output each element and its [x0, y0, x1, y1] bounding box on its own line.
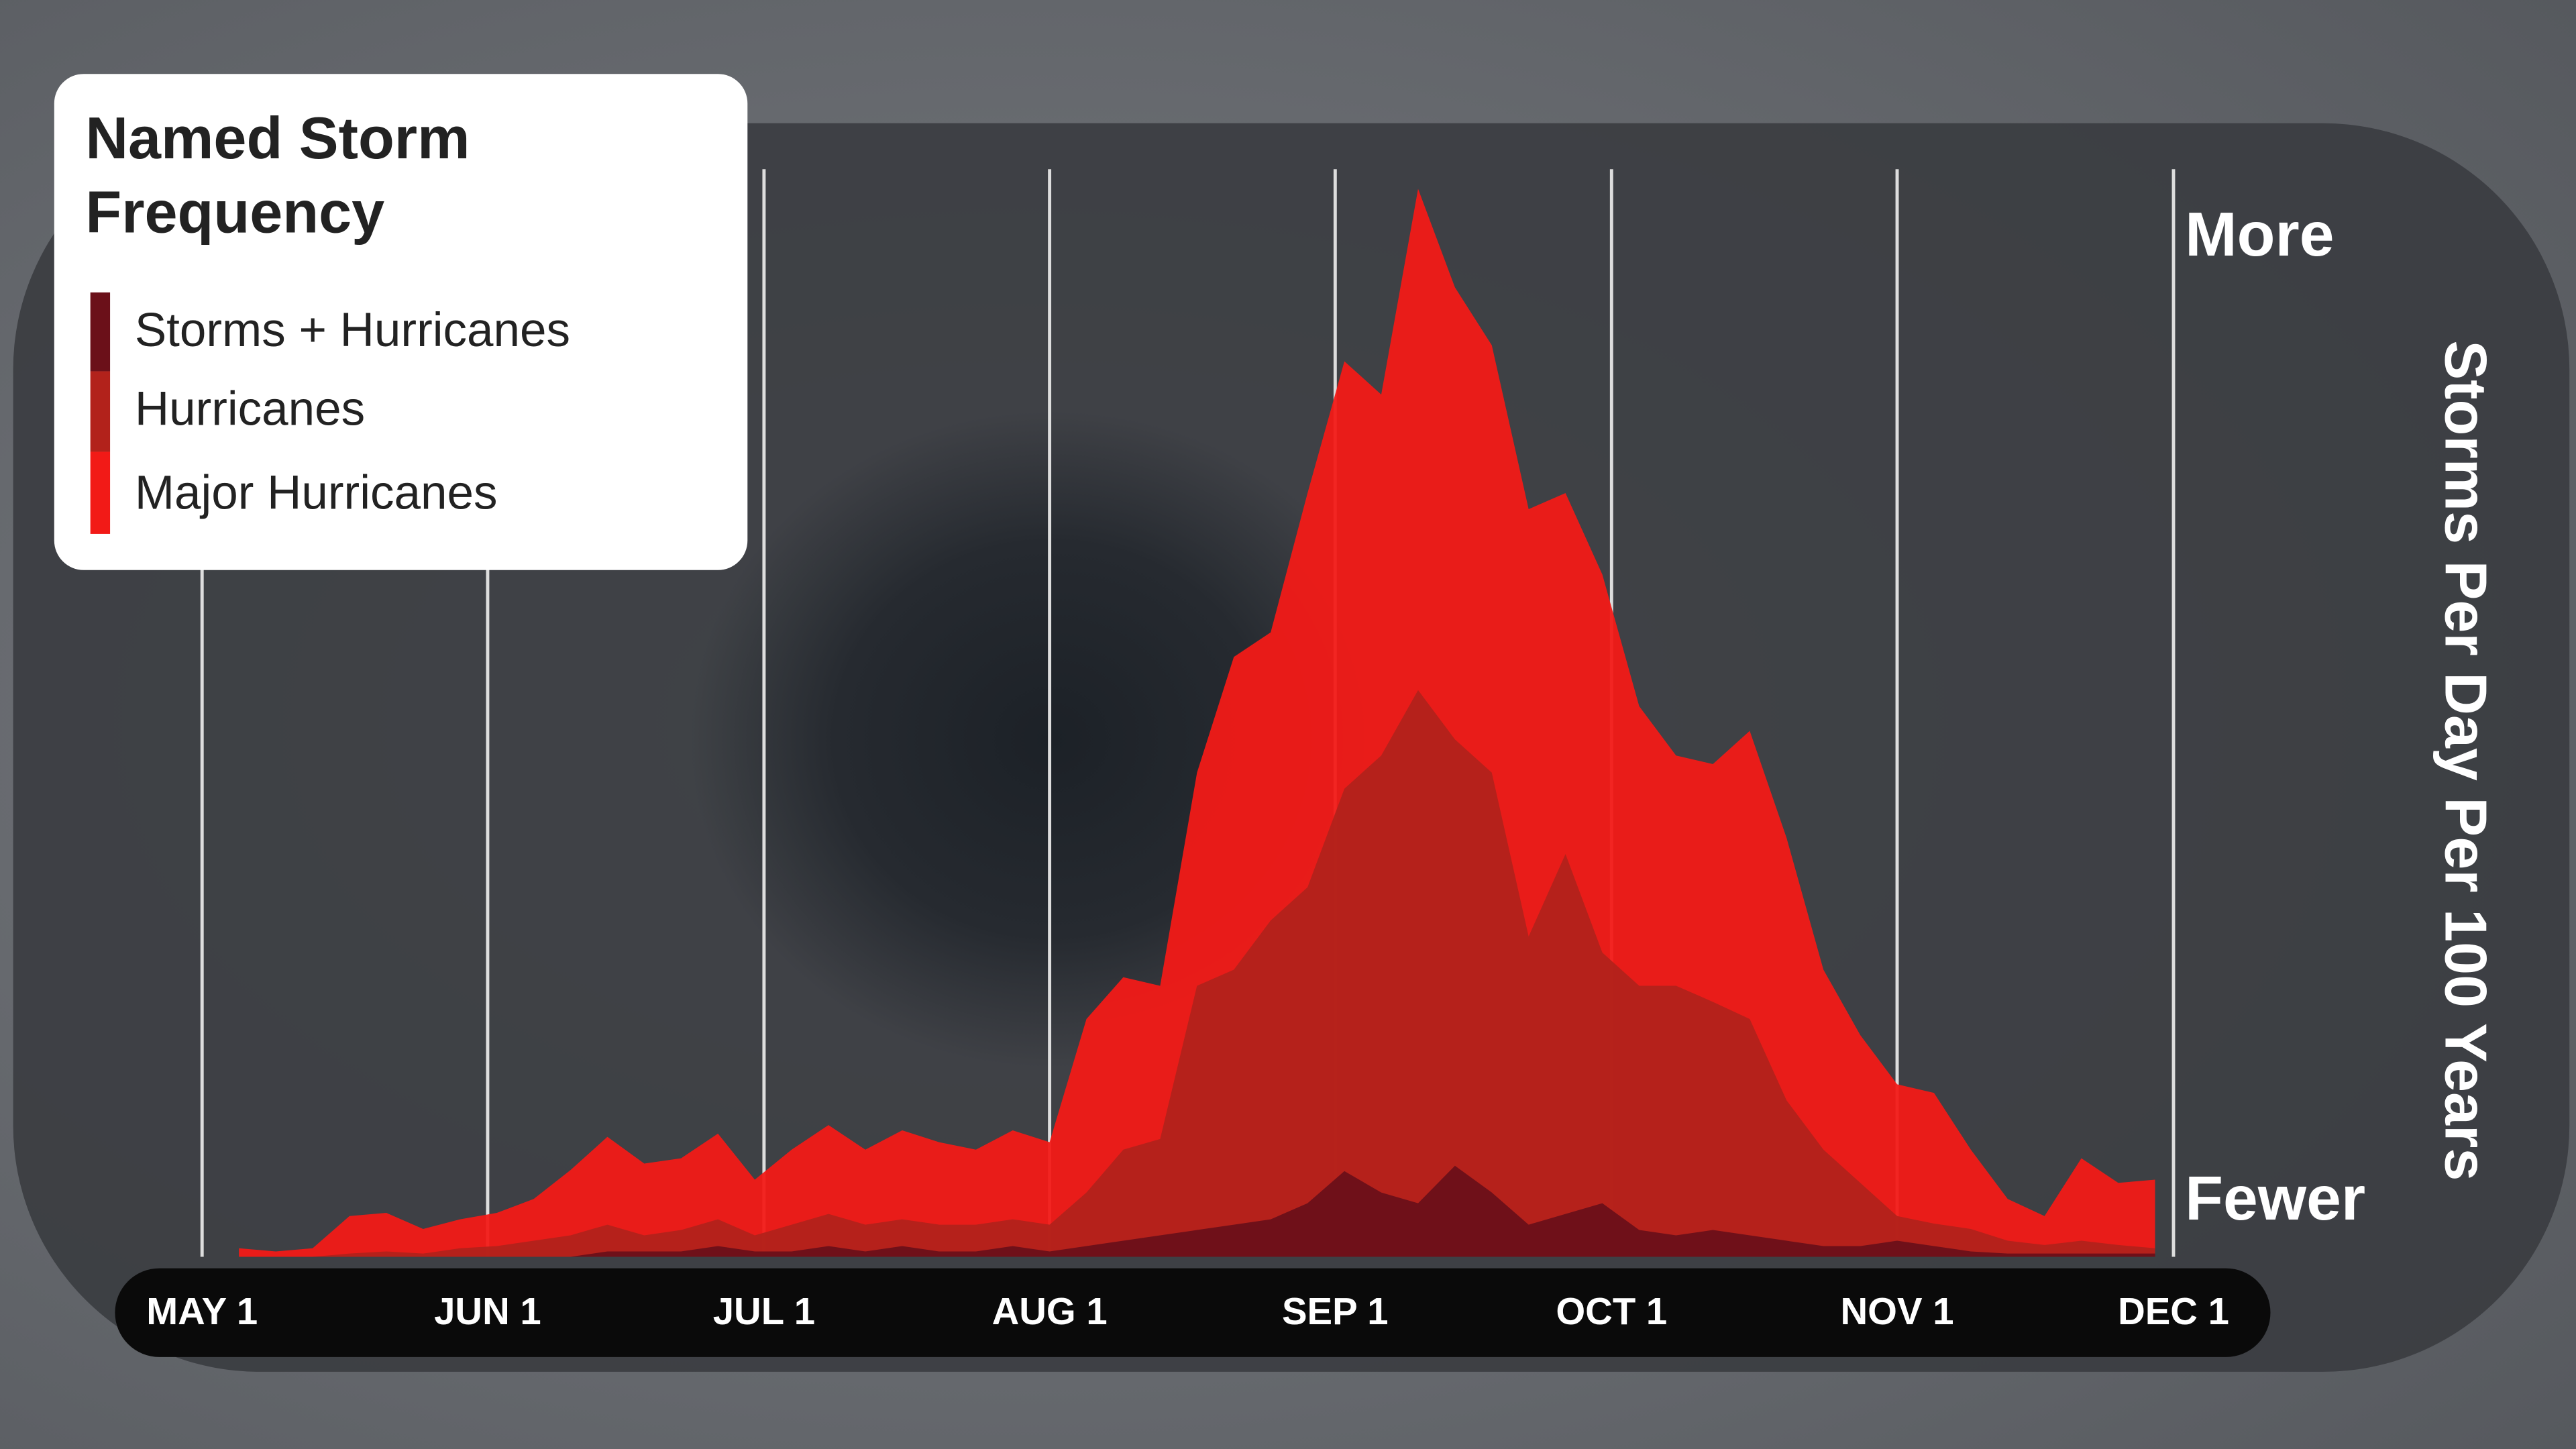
chart-title-line: Named Storm Frequency — [85, 105, 470, 245]
area — [239, 690, 2155, 1257]
x-tick-label: NOV 1 — [1841, 1290, 1954, 1332]
legend — [54, 74, 748, 570]
legend-swatch — [90, 292, 111, 372]
x-tick-label: DEC 1 — [2118, 1290, 2229, 1332]
legend-swatch — [90, 371, 111, 452]
legend-label: Hurricanes — [135, 382, 365, 435]
x-tick-label: MAY 1 — [146, 1290, 258, 1332]
x-tick-label: OCT 1 — [1556, 1290, 1667, 1332]
legend-label: Storms + Hurricanes — [135, 304, 570, 357]
x-tick-label: AUG 1 — [992, 1290, 1108, 1332]
legend-swatch — [90, 451, 111, 534]
area — [239, 1165, 2155, 1257]
y-axis-label: Storms Per Day Per 100 Years — [2432, 340, 2499, 1181]
x-tick-label: JUN 1 — [434, 1290, 541, 1332]
y-tick-label: Fewer — [2185, 1163, 2365, 1233]
x-tick-label: JUL 1 — [713, 1290, 815, 1332]
chart-title: Named Storm — [85, 105, 470, 171]
y-tick-label: More — [2185, 199, 2334, 269]
x-axis: MAY 1 JUN 1 JUL 1 AUG 1 SEP 1 OCT 1 NOV 1 DEC 1 — [146, 1290, 2229, 1332]
x-axis-band — [115, 1268, 2271, 1357]
x-tick-label: SEP 1 — [1282, 1290, 1389, 1332]
legend-entries: Storms + Hurricanes Hurricanes Major Hurri… — [90, 292, 570, 534]
plot-area: Fewer More — [200, 169, 2365, 1257]
legend-label: Major Hurricanes — [135, 466, 498, 519]
chart-title-cont: Frequency — [85, 179, 384, 246]
